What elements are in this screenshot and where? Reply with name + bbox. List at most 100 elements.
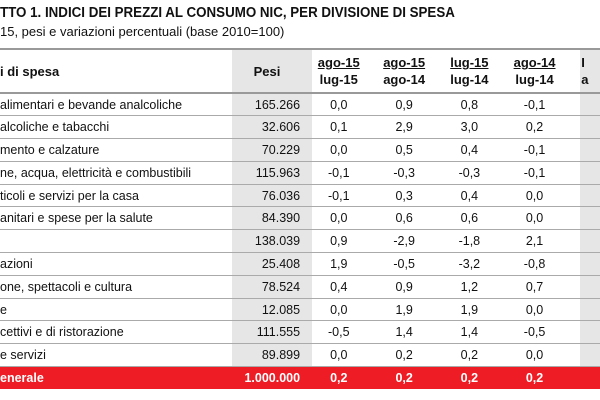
variation-value: 0,2 (371, 366, 437, 389)
cut-off-cell (567, 139, 600, 162)
variation-value: -0,1 (523, 97, 546, 112)
cut-off-cell (567, 116, 600, 139)
cut-off-cell (567, 298, 600, 321)
header-col-3: lug-15 lug-14 (450, 55, 489, 87)
cut-off-cell (567, 207, 600, 230)
pesi-value: 1.000.000 (227, 366, 307, 389)
variation-value: 0,2 (395, 348, 413, 363)
cut-off-cell (567, 275, 600, 298)
variation-value: -2,9 (393, 234, 415, 249)
variation-value: -0,5 (393, 256, 415, 271)
variation-value: -3,2 (458, 256, 481, 271)
pesi-value: 138.039 (254, 234, 301, 249)
variation-value: -0,1 (327, 165, 350, 180)
table-row: anitari e spese per la salute 84.390 0,0 0,… (0, 207, 600, 230)
variation-value: 3,0 (460, 120, 479, 135)
variation-value: -0,5 (327, 325, 350, 340)
pesi-value: 25.408 (261, 256, 301, 271)
table-title: TTO 1. INDICI DEI PREZZI AL CONSUMO NIC,… (0, 5, 455, 21)
table-row: azioni 25.408 1,9 -0,5 -3,2 -0,8 (0, 253, 600, 276)
pesi-value: 32.606 (261, 120, 301, 135)
variation-value: -0,3 (393, 165, 415, 180)
division-label: azioni (0, 256, 33, 271)
pesi-column-shading (232, 48, 312, 368)
table-row: one, spettacoli e cultura 78.524 0,4 0,9 1,2… (0, 275, 600, 299)
division-label: enerale (0, 366, 228, 389)
variation-value: 1,9 (395, 302, 413, 317)
variation-value: -0,1 (523, 142, 546, 157)
cut-off-cell (567, 93, 600, 116)
pesi-value: 12.085 (261, 302, 301, 317)
header-col-2: ago-15 ago-14 (383, 55, 426, 87)
variation-value: 0,5 (395, 142, 413, 157)
variation-value: 0,0 (330, 211, 348, 226)
variation-value: 0,0 (330, 348, 348, 363)
table-row: mento e calzature 70.229 0,0 0,5 0,4 -0,1 (0, 139, 600, 162)
table-row: e 12.085 0,0 1,9 1,9 0,0 (0, 298, 600, 321)
pesi-value: 165.266 (254, 97, 301, 112)
variation-value: 2,1 (525, 234, 544, 249)
table-row: ticoli e servizi per la casa 76.036 -0,1 0,… (0, 184, 600, 207)
variation-value: 1,9 (460, 302, 479, 317)
header-division: i di spesa (0, 63, 60, 79)
variation-value: 0,2 (460, 348, 479, 363)
table-subtitle: 15, pesi e variazioni percentuali (base … (0, 24, 285, 39)
pesi-value: 111.555 (256, 325, 301, 340)
variation-value: 0,9 (395, 97, 413, 112)
price-index-table: i di spesa Pesi ago-15 lug-15 ago-15 ago-1… (0, 48, 600, 389)
variation-value: 2,9 (395, 120, 413, 135)
variation-value: 0,8 (460, 97, 479, 112)
total-row: enerale 1.000.000 0,2 0,2 0,2 0,2 (0, 366, 600, 389)
variation-value: 0,2 (501, 366, 568, 389)
table-row: alimentari e bevande analcoliche 165.266 0… (0, 93, 600, 116)
cut-off-cell (567, 321, 600, 344)
variation-value: 0,6 (395, 211, 413, 226)
header-col-1: ago-15 lug-15 (317, 55, 360, 87)
variation-value: 0,0 (330, 142, 348, 157)
division-label: cettivi e di ristorazione (0, 325, 124, 340)
variation-value: 0,4 (460, 142, 479, 157)
variation-value: 0,1 (330, 120, 348, 135)
variation-value: 1,4 (395, 325, 413, 340)
variation-value: 0,0 (525, 188, 544, 203)
cut-off-cell (567, 184, 600, 207)
division-label: e (0, 302, 7, 317)
division-label: anitari e spese per la salute (0, 211, 153, 226)
division-label: one, spettacoli e cultura (0, 279, 133, 294)
variation-value: -0,1 (327, 188, 350, 203)
table-row: alcoliche e tabacchi 32.606 0,1 2,9 3,0 0,2 (0, 116, 600, 139)
variation-value: 0,2 (525, 120, 544, 135)
variation-value: -0,1 (523, 165, 546, 180)
variation-value: -1,8 (458, 234, 481, 249)
variation-value: 0,0 (330, 302, 348, 317)
variation-value: 1,9 (330, 256, 348, 271)
header-pesi: Pesi (253, 63, 281, 79)
variation-value: 0,0 (330, 97, 348, 112)
division-label: alcoliche e tabacchi (0, 120, 110, 135)
variation-value: 0,2 (306, 366, 372, 389)
division-label: ne, acqua, elettricità e combustibili (0, 165, 192, 180)
table-row: 138.039 0,9 -2,9 -1,8 2,1 (0, 230, 600, 253)
last-column-shading (580, 48, 600, 368)
cut-off-cell (567, 366, 600, 389)
division-label: e servizi (0, 348, 46, 363)
header-col-4: ago-14 lug-14 (513, 55, 556, 87)
variation-value: 0,4 (460, 188, 479, 203)
variation-value: -0,5 (523, 325, 546, 340)
variation-value: 0,0 (525, 348, 544, 363)
variation-value: 0,3 (395, 188, 413, 203)
division-label: alimentari e bevande analcoliche (0, 97, 183, 112)
variation-value: 0,0 (525, 211, 544, 226)
variation-value: 1,2 (460, 279, 479, 294)
variation-value: 1,4 (460, 325, 479, 340)
variation-value: 0,6 (460, 211, 479, 226)
cut-off-cell (567, 161, 600, 184)
cut-off-cell (567, 253, 600, 276)
variation-value: -0,8 (523, 256, 546, 271)
pesi-value: 76.036 (261, 188, 301, 203)
variation-value: 0,7 (525, 279, 544, 294)
variation-value: 0,2 (436, 366, 502, 389)
division-label: mento e calzature (0, 142, 100, 157)
pesi-value: 78.524 (261, 279, 301, 294)
